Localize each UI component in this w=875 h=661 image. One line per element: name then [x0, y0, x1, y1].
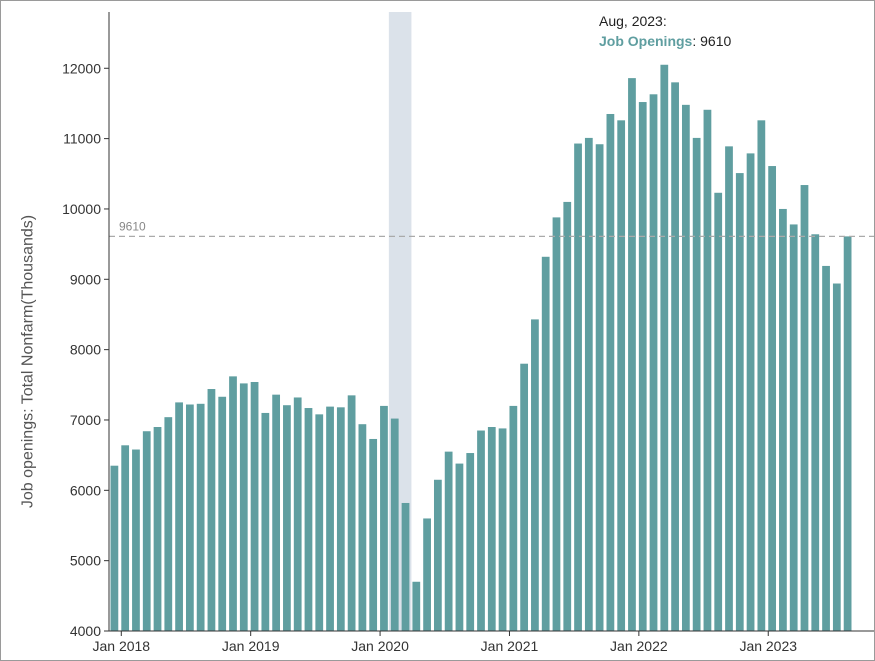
y-tick-label: 7000 [70, 412, 101, 428]
y-axis-title: Job openings: Total Nonfarm(Thousands) [20, 215, 37, 508]
y-tick-labels: 4000 5000 6000 7000 8000 9000 10000 11000 12000 [62, 60, 109, 639]
bar[interactable] [164, 417, 173, 631]
bar[interactable] [735, 173, 744, 631]
bar[interactable] [660, 64, 669, 631]
bar[interactable] [789, 224, 798, 631]
bar[interactable] [175, 402, 183, 631]
bar[interactable] [671, 82, 679, 631]
hover-tooltip: Aug, 2023: Job Openings: 9610 [599, 13, 731, 49]
bar[interactable] [541, 256, 550, 631]
y-tick-label: 9000 [70, 271, 101, 287]
y-tick-label: 12000 [62, 60, 101, 76]
bar[interactable] [574, 143, 582, 631]
x-tick-label: Jan 2018 [92, 638, 150, 654]
bar[interactable] [347, 395, 356, 631]
bar[interactable] [520, 363, 529, 631]
bar[interactable] [649, 94, 658, 631]
bar[interactable] [477, 430, 485, 631]
bar[interactable] [768, 166, 777, 632]
y-tick-label: 5000 [70, 553, 101, 569]
bar[interactable] [703, 109, 712, 631]
bar[interactable] [638, 102, 647, 631]
bar[interactable] [293, 397, 302, 631]
bar[interactable] [800, 185, 809, 631]
x-tick-label: Jan 2021 [481, 638, 539, 654]
bar[interactable] [326, 406, 334, 631]
bar[interactable] [509, 405, 518, 631]
bar[interactable] [336, 407, 345, 631]
x-tick-label: Jan 2023 [739, 638, 797, 654]
bar[interactable] [196, 403, 205, 631]
bar[interactable] [552, 217, 561, 632]
y-tick-label: 6000 [70, 482, 101, 498]
bar[interactable] [757, 120, 766, 631]
bar[interactable] [692, 137, 701, 632]
bar[interactable] [207, 389, 216, 631]
bar[interactable] [423, 518, 431, 631]
bar[interactable] [628, 78, 636, 631]
bar[interactable] [595, 144, 604, 631]
tooltip-date: Aug, 2023: [599, 13, 667, 29]
bar[interactable] [121, 445, 130, 631]
x-tick-label: Jan 2022 [610, 638, 668, 654]
y-tick-label: 4000 [70, 623, 101, 639]
bar[interactable] [746, 153, 755, 631]
bar[interactable] [843, 236, 852, 631]
y-tick-label: 10000 [62, 201, 101, 217]
bar[interactable] [110, 465, 119, 631]
bar[interactable] [185, 404, 194, 631]
bar[interactable] [153, 427, 162, 631]
bar[interactable] [283, 405, 291, 631]
bar[interactable] [563, 201, 572, 631]
x-tick-label: Jan 2019 [222, 638, 280, 654]
bar[interactable] [466, 453, 475, 631]
bar[interactable] [315, 414, 324, 631]
y-tick-label: 11000 [63, 131, 101, 147]
tooltip-series-name: Job Openings [599, 33, 693, 49]
bar[interactable] [380, 405, 388, 631]
bar[interactable] [714, 192, 723, 632]
bar[interactable] [455, 463, 464, 631]
bar[interactable] [811, 234, 820, 631]
bar[interactable] [272, 394, 281, 631]
bar[interactable] [390, 418, 399, 631]
tooltip-value: 9610 [700, 33, 731, 49]
bar[interactable] [218, 396, 227, 631]
bar[interactable] [358, 424, 367, 631]
bar[interactable] [779, 208, 787, 632]
bar[interactable] [531, 319, 539, 631]
bar[interactable] [606, 113, 615, 631]
x-tick-labels: Jan 2018 Jan 2019 Jan 2020 Jan 2021 Jan 2022… [92, 631, 797, 654]
bar[interactable] [304, 408, 313, 631]
bar[interactable] [412, 581, 421, 631]
bar[interactable] [239, 383, 248, 631]
bar[interactable] [132, 449, 140, 631]
bar[interactable] [142, 431, 151, 631]
bar[interactable] [487, 427, 496, 631]
bar[interactable] [681, 104, 690, 632]
bar[interactable] [444, 451, 453, 631]
reference-line-label: 9610 [119, 219, 146, 233]
bar[interactable] [498, 428, 507, 631]
bar[interactable] [261, 412, 270, 631]
x-tick-label: Jan 2020 [351, 638, 409, 654]
bar[interactable] [617, 120, 626, 631]
bar[interactable] [401, 502, 410, 631]
y-tick-label: 8000 [70, 342, 101, 358]
bar[interactable] [369, 438, 378, 631]
bar[interactable] [229, 376, 237, 631]
tooltip-colon: : [692, 33, 700, 49]
bar[interactable] [822, 265, 830, 631]
bar[interactable] [832, 283, 841, 631]
tooltip-value-line: Job Openings: 9610 [599, 33, 731, 49]
bar[interactable] [433, 479, 442, 631]
bar[interactable] [725, 146, 733, 631]
bar[interactable] [250, 381, 259, 631]
bars-layer [110, 64, 852, 632]
bar[interactable] [584, 137, 593, 632]
